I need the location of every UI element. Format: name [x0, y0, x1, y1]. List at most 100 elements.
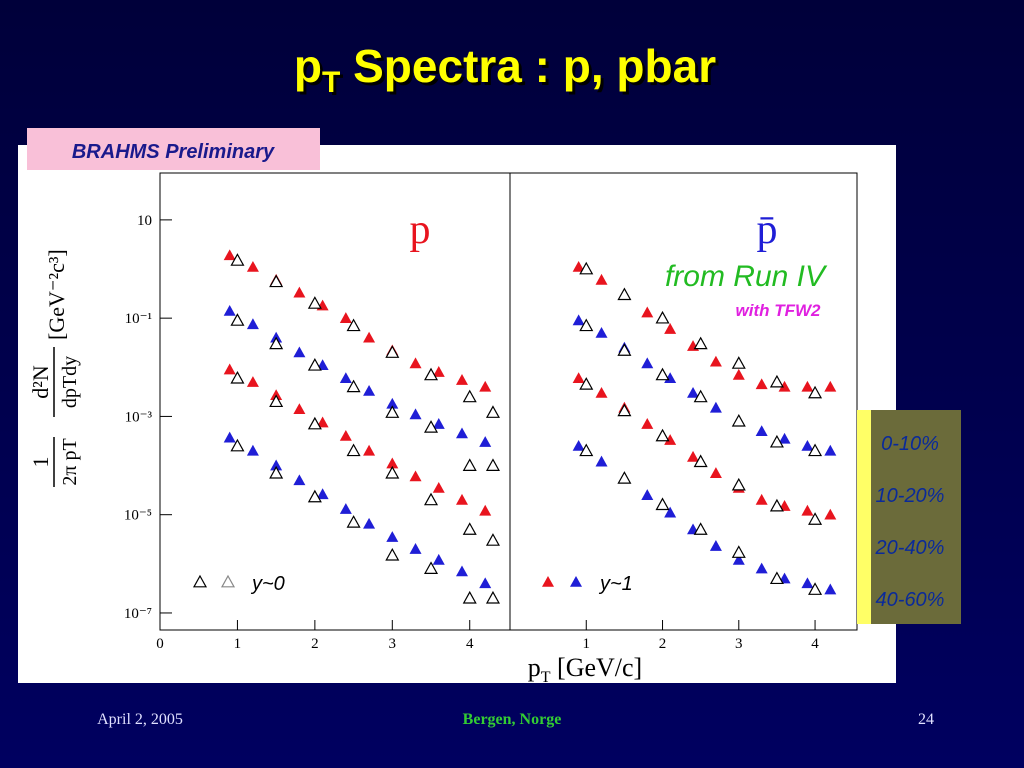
data-point — [230, 438, 245, 452]
y-axis-label: 1 2π pT d²N dpTdy [GeV⁻²c³] — [28, 249, 81, 487]
data-point — [307, 296, 322, 309]
data-point — [755, 425, 768, 437]
data-point — [732, 368, 745, 380]
data-point — [655, 428, 670, 442]
data-point — [801, 380, 814, 392]
data-point — [769, 571, 784, 585]
badge — [27, 128, 320, 170]
data-point — [293, 346, 306, 358]
data-point — [808, 385, 823, 399]
data-point — [479, 504, 492, 516]
title-shadow: pT Spectra : p, pbar — [297, 43, 719, 102]
x-tick-label: 3 — [389, 636, 397, 652]
data-point — [641, 489, 654, 500]
data-point — [246, 260, 259, 272]
data-point — [485, 533, 500, 546]
data-point — [655, 497, 670, 511]
title-part: p — [294, 40, 322, 92]
y-label-part: d²N — [28, 365, 53, 399]
data-point — [579, 318, 594, 332]
data-point — [664, 506, 677, 518]
data-point — [307, 416, 322, 430]
x-tick-label: 3 — [735, 636, 743, 652]
data-point — [485, 590, 500, 604]
data-point — [655, 367, 670, 381]
y-tick-label: 10⁻⁵ — [124, 508, 152, 524]
data-point — [293, 474, 306, 486]
data-point — [824, 508, 837, 520]
y-tick-label: 10⁻¹ — [125, 311, 152, 327]
y-label-part: 1 — [28, 457, 53, 468]
data-point — [641, 357, 654, 369]
legend-marker — [220, 574, 236, 588]
legend-marker — [192, 574, 208, 588]
data-point — [579, 377, 594, 390]
data-point — [246, 318, 259, 330]
x-tick-label: 4 — [466, 636, 474, 652]
data-point — [316, 416, 329, 428]
x-tick-label: 2 — [311, 636, 319, 652]
data-point — [617, 343, 632, 356]
x-axis-label-part: [GeV/c] — [551, 653, 643, 682]
legend-text: y~0 — [250, 573, 285, 595]
title-shadow-part: p — [297, 43, 325, 95]
data-point — [316, 488, 329, 500]
legend-entry: 10-20% — [876, 485, 945, 507]
data-point — [641, 306, 654, 318]
plot-background — [18, 145, 896, 683]
data-point — [423, 420, 439, 433]
footer-place: Bergen, Norge — [463, 711, 562, 728]
data-point — [808, 582, 823, 595]
legend-entry: 40-60% — [876, 589, 945, 611]
data-point — [269, 274, 284, 288]
data-point — [223, 431, 236, 443]
slide-title: pT Spectra : p, pbar — [294, 40, 716, 99]
title-shadow-part: T — [325, 69, 343, 102]
data-point — [385, 465, 400, 479]
badge-text: BRAHMS Preliminary — [72, 141, 275, 163]
y-tick-label: 10⁻³ — [125, 409, 153, 425]
data-point — [617, 403, 632, 417]
y-label-part: 2π pT — [59, 438, 81, 485]
plot-frame — [509, 172, 858, 631]
data-point — [617, 287, 632, 301]
data-point — [579, 261, 594, 275]
data-point — [479, 380, 492, 392]
data-point — [339, 312, 352, 323]
data-point — [346, 443, 361, 457]
centrality-legend-strip — [857, 410, 871, 624]
data-point — [641, 418, 654, 429]
y-label-part: dpTdy — [59, 356, 81, 408]
data-point — [293, 403, 306, 415]
y-tick-label: 10 — [137, 213, 152, 229]
data-point — [423, 561, 439, 574]
data-point — [693, 336, 708, 350]
data-point — [732, 553, 745, 565]
data-point — [664, 434, 677, 445]
x-tick-label: 4 — [811, 636, 819, 652]
data-point — [664, 323, 677, 334]
data-point — [363, 444, 376, 456]
legend-marker — [542, 576, 554, 587]
data-point — [778, 432, 791, 444]
x-tick-label: 1 — [583, 636, 591, 652]
data-point — [693, 454, 708, 468]
data-point — [595, 273, 608, 285]
data-point — [485, 458, 500, 471]
legend-entry: 0-10% — [881, 433, 939, 455]
data-point — [769, 434, 784, 448]
data-point — [709, 355, 722, 367]
data-point — [339, 372, 352, 383]
data-point — [801, 440, 814, 451]
data-point — [617, 471, 632, 484]
data-point — [386, 397, 399, 409]
data-point — [363, 384, 376, 396]
data-point — [801, 504, 814, 516]
data-point — [824, 583, 837, 595]
data-point — [409, 408, 422, 420]
data-point — [363, 517, 376, 529]
data-point — [808, 512, 823, 525]
data-point — [693, 522, 708, 535]
